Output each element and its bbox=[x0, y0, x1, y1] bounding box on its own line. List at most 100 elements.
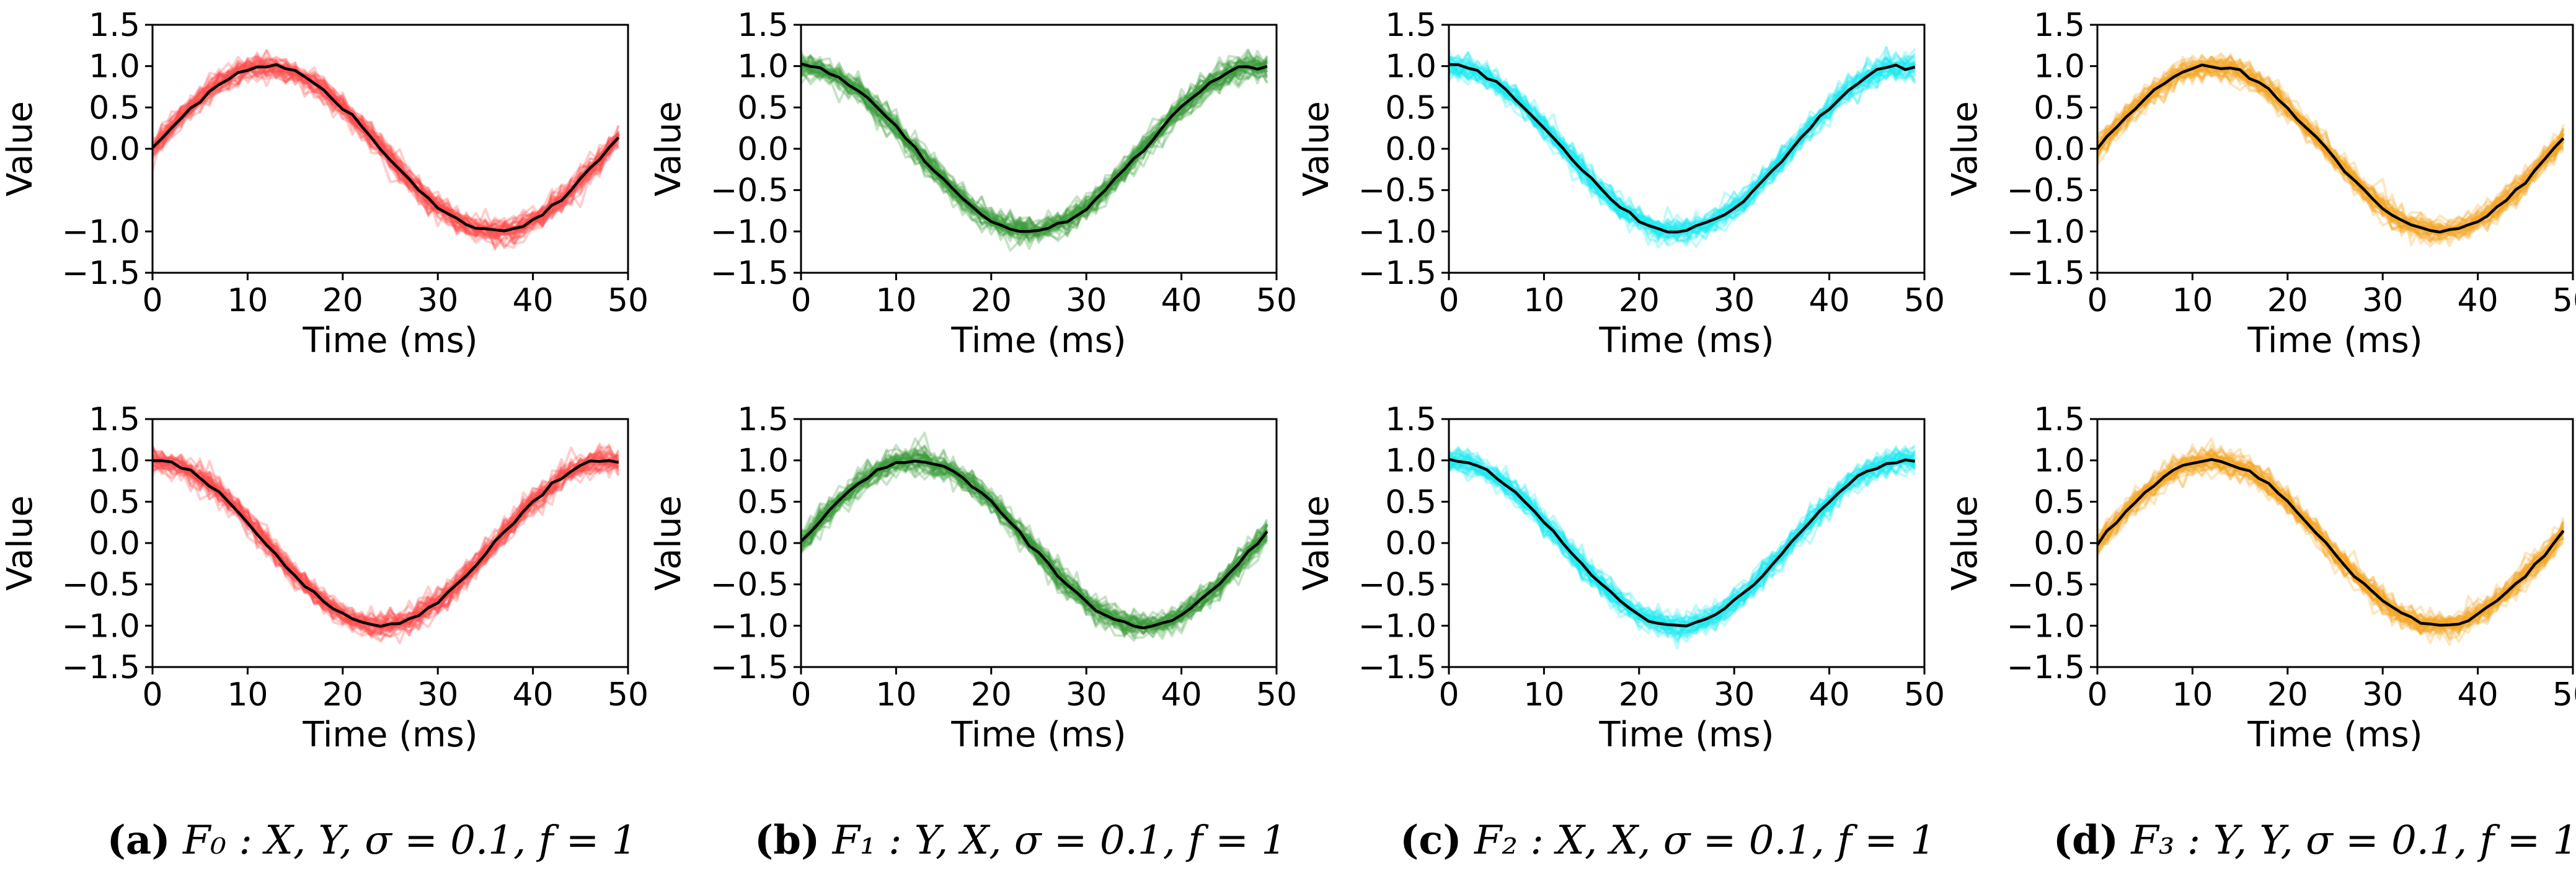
noisy-trace bbox=[2097, 54, 2565, 234]
noisy-trace bbox=[2097, 455, 2564, 633]
noisy-trace bbox=[1449, 444, 1915, 634]
x-tick-label: 30 bbox=[1066, 282, 1107, 319]
noisy-trace bbox=[1449, 57, 1916, 241]
y-tick-label: −1.5 bbox=[62, 649, 140, 686]
noisy-traces bbox=[1449, 46, 1916, 249]
noisy-trace bbox=[801, 454, 1268, 630]
x-tick-label: 0 bbox=[790, 282, 811, 319]
noisy-trace bbox=[1449, 454, 1916, 634]
x-tick-label: 30 bbox=[1066, 676, 1107, 714]
y-tick-label: 0.0 bbox=[1385, 131, 1436, 168]
subplot-b-row1: 0 10 20 30 40 50 1.5 1.00.5 0.0 −0.5−1.0 −1.5 Time … bbox=[648, 7, 1297, 361]
x-axis-label: Time (ms) bbox=[2247, 715, 2422, 755]
y-tick-label: −1.0 bbox=[1358, 213, 1436, 250]
noisy-trace bbox=[2097, 52, 2564, 243]
x-tick-label: 10 bbox=[1523, 676, 1564, 714]
y-tick-label: −1.5 bbox=[2007, 255, 2085, 292]
noisy-trace bbox=[801, 453, 1268, 632]
noisy-trace bbox=[801, 55, 1268, 237]
noisy-trace bbox=[153, 454, 619, 642]
noisy-trace bbox=[2097, 55, 2565, 236]
noisy-trace bbox=[801, 448, 1268, 639]
noisy-trace bbox=[801, 49, 1268, 232]
noisy-trace bbox=[2097, 454, 2565, 630]
noisy-trace bbox=[2097, 457, 2565, 634]
noisy-trace bbox=[1449, 451, 1916, 642]
x-tick-label: 10 bbox=[227, 282, 268, 319]
x-tick-label: 40 bbox=[2458, 282, 2499, 319]
x-tick-label: 20 bbox=[971, 282, 1012, 319]
noisy-trace bbox=[1449, 450, 1915, 631]
noisy-trace bbox=[1449, 449, 1916, 639]
noisy-trace bbox=[153, 442, 619, 643]
noisy-trace bbox=[1449, 57, 1916, 237]
noisy-trace bbox=[153, 449, 620, 634]
x-tick-label: 10 bbox=[875, 282, 916, 319]
noisy-trace bbox=[2097, 455, 2564, 634]
noisy-trace bbox=[1449, 446, 1916, 640]
noisy-trace bbox=[2097, 448, 2564, 626]
y-tick-label: 0.0 bbox=[89, 525, 140, 562]
x-tick-label: 30 bbox=[1714, 676, 1755, 714]
noisy-trace bbox=[153, 453, 620, 631]
x-tick-label: 30 bbox=[417, 676, 458, 714]
subplot-c-row1: 0 10 20 30 40 50 1.5 1.00.5 0.0 −0.5−1.0 −1.5 Time … bbox=[1296, 7, 1945, 361]
y-tick-label: 1.0 bbox=[1385, 48, 1436, 86]
y-tick-label: −1.0 bbox=[710, 608, 789, 645]
y-tick-label: −1.5 bbox=[710, 255, 789, 292]
x-tick-label: 0 bbox=[2087, 282, 2107, 319]
noisy-trace bbox=[1449, 447, 1916, 635]
noisy-trace bbox=[153, 62, 620, 236]
x-tick-label: 40 bbox=[513, 676, 554, 714]
x-tick-label: 50 bbox=[1256, 282, 1297, 319]
x-tick-label: 50 bbox=[1904, 282, 1945, 319]
x-tick-label: 40 bbox=[513, 282, 554, 319]
x-tick-label: 10 bbox=[2172, 282, 2213, 319]
caption-d-label: (d) bbox=[2053, 817, 2119, 864]
noisy-trace bbox=[1449, 454, 1916, 636]
noisy-trace bbox=[1449, 58, 1916, 241]
x-tick-label: 10 bbox=[1523, 282, 1564, 319]
x-tick-label: 50 bbox=[608, 676, 648, 714]
noisy-trace bbox=[2097, 460, 2565, 641]
noisy-trace bbox=[801, 444, 1268, 634]
subplot-d-row1: 0 10 20 30 40 50 1.5 1.00.5 0.0 −0.5−1.0 −1.5 Time … bbox=[1945, 7, 2576, 361]
noisy-trace bbox=[801, 455, 1268, 637]
noisy-trace bbox=[153, 443, 620, 635]
noisy-trace bbox=[1449, 450, 1916, 643]
noisy-trace bbox=[153, 452, 619, 634]
noisy-trace bbox=[153, 446, 620, 631]
noisy-trace bbox=[801, 50, 1268, 252]
caption-b: (b) F₁ : Y, X, σ = 0.1, f = 1 bbox=[698, 817, 1343, 864]
y-tick-label: −0.5 bbox=[710, 567, 789, 604]
noisy-trace bbox=[153, 451, 619, 635]
noisy-trace bbox=[801, 453, 1268, 637]
noisy-trace bbox=[153, 446, 619, 629]
x-axis-label: Time (ms) bbox=[950, 715, 1126, 755]
x-tick-label: 10 bbox=[2172, 676, 2213, 714]
noisy-trace bbox=[1449, 453, 1916, 625]
y-tick-label: 0.0 bbox=[89, 131, 140, 168]
noisy-trace bbox=[2097, 59, 2565, 247]
y-tick-label: −0.5 bbox=[2007, 567, 2085, 604]
y-axis-label: Value bbox=[648, 495, 689, 591]
x-tick-label: 0 bbox=[1438, 676, 1459, 714]
noisy-trace bbox=[153, 451, 619, 634]
caption-b-label: (b) bbox=[754, 817, 820, 864]
noisy-trace bbox=[153, 452, 619, 631]
y-tick-label: 0.0 bbox=[737, 525, 789, 562]
noisy-trace bbox=[1449, 446, 1916, 627]
noisy-trace bbox=[801, 58, 1268, 236]
noisy-trace bbox=[153, 444, 620, 630]
noisy-trace bbox=[801, 53, 1268, 237]
noisy-trace bbox=[801, 454, 1267, 629]
noisy-traces bbox=[801, 48, 1268, 252]
x-tick-label: 40 bbox=[1809, 282, 1850, 319]
noisy-trace bbox=[801, 48, 1268, 237]
mean-line bbox=[1448, 457, 1916, 628]
noisy-trace bbox=[153, 457, 619, 626]
x-tick-label: 20 bbox=[322, 282, 363, 319]
noisy-trace bbox=[1449, 57, 1916, 245]
caption-a: (a) F₀ : X, Y, σ = 0.1, f = 1 bbox=[50, 817, 694, 864]
